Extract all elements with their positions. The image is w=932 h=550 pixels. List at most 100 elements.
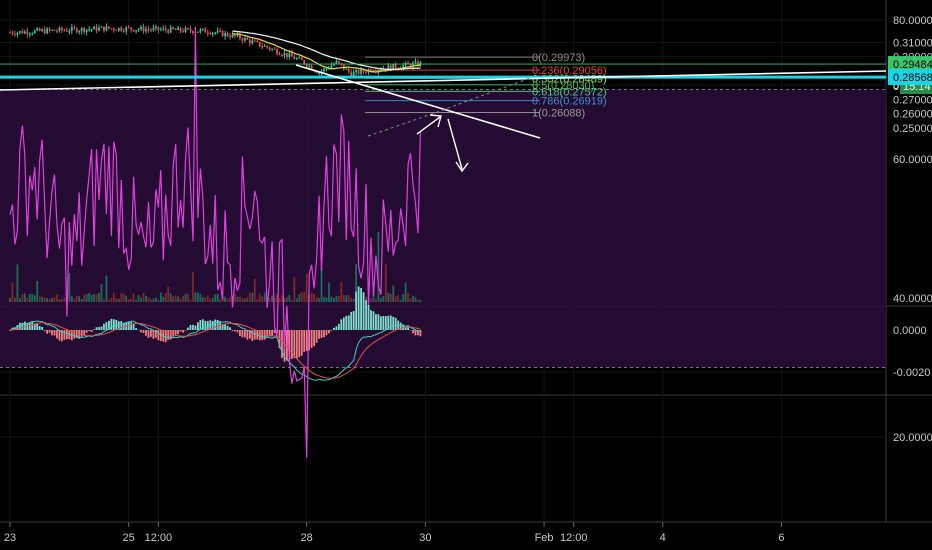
macd-histogram-bar [31,321,34,330]
volume-bar [179,298,182,302]
candle-body [226,33,229,37]
candle-body [243,38,246,41]
volume-bar [407,292,409,302]
candle-body [135,30,137,32]
macd-histogram-bar [142,330,145,334]
macd-histogram-bar [56,330,58,339]
macd-histogram-bar [172,330,175,337]
macd-histogram-bar [36,323,39,330]
volume-bar [337,295,340,302]
candle-body [345,68,348,70]
volume-bar [48,298,51,302]
candle-body [273,48,276,50]
price-tick-label: 0.25000 [893,123,932,135]
volume-bar [192,271,194,302]
candle-body [409,64,412,67]
candle-body [318,72,320,74]
macd-histogram-bar [399,322,402,330]
candle-body [286,53,288,57]
volume-bar [145,295,147,302]
volume-bar [110,297,113,302]
volume-bar [194,292,197,302]
volume-bar [300,292,303,302]
volume-bar [127,299,130,302]
candle-body [266,45,269,48]
macd-histogram-bar [90,330,93,333]
candle-body [145,29,147,32]
volume-bar [268,297,271,302]
macd-histogram-bar [340,319,343,330]
volume-bar [137,295,140,302]
candle-body [300,57,303,60]
volume-bar [28,293,31,302]
macd-histogram-bar [300,330,303,356]
macd-histogram-bar [194,325,197,330]
volume-bar [115,298,118,302]
macd-histogram-bar [112,319,115,330]
volume-bar [253,278,256,302]
candle-body [103,26,105,31]
volume-bar [335,296,338,302]
volume-bar [320,267,323,302]
candle-body [137,29,140,31]
candle-body [251,40,254,44]
fib-level-label: 0.236(0.29056) [532,65,607,77]
volume-bar [174,295,177,302]
volume-bar [377,232,380,302]
volume-bar [404,282,407,302]
candle-body [278,53,281,55]
volume-bar [278,298,281,302]
volume-bar [78,296,81,302]
volume-bar [88,293,91,302]
candle-body [90,29,93,31]
candle-body [347,68,350,72]
candle-body [221,30,224,37]
macd-histogram-bar [246,330,249,340]
macd-histogram-bar [273,330,276,333]
macd-histogram-bar [150,330,152,337]
macd-histogram-bar [342,317,345,330]
macd-histogram-bar [187,327,189,330]
candles [9,23,422,79]
macd-tick-label: 0.0000 [893,325,927,337]
volume-bar [234,293,236,302]
candle-body [14,33,16,35]
macd-histogram-bar [325,330,328,336]
candle-body [199,29,202,32]
volume-bar [219,298,222,302]
candle-body [167,30,170,33]
volume-bar [16,264,19,302]
volume-bar [216,294,219,302]
up-arrow-shaft [416,116,441,135]
candle-body [392,63,395,70]
candle-body [414,61,417,63]
volume-bar [206,295,209,302]
candle-body [184,28,187,32]
volume-bar [345,295,348,302]
macd-signal-line [9,322,421,379]
macd-histogram-bar [152,330,155,339]
macd-histogram-bar [63,330,66,340]
volume-bar [397,294,400,302]
volume-bar [271,295,273,302]
candle-body [389,65,392,70]
candle-body [288,53,291,57]
candle-body [407,62,409,65]
candle-body [335,60,338,64]
volume-bar [239,296,241,302]
macd-histogram-bar [65,330,68,340]
candle-body [365,71,367,73]
macd-histogram-bar [370,310,372,330]
volume-bar [189,299,192,302]
macd-histogram-bar [154,330,157,338]
volume-bar [325,297,328,302]
macd-histogram-bar [199,320,202,330]
ma-fast-line [232,33,421,73]
candle-body [73,27,76,29]
volume-bar [46,298,48,302]
macd-histogram-bar [365,300,367,330]
macd-histogram-bar [18,322,21,330]
macd-histogram-bar [132,323,135,330]
macd-histogram-bar [231,330,234,331]
